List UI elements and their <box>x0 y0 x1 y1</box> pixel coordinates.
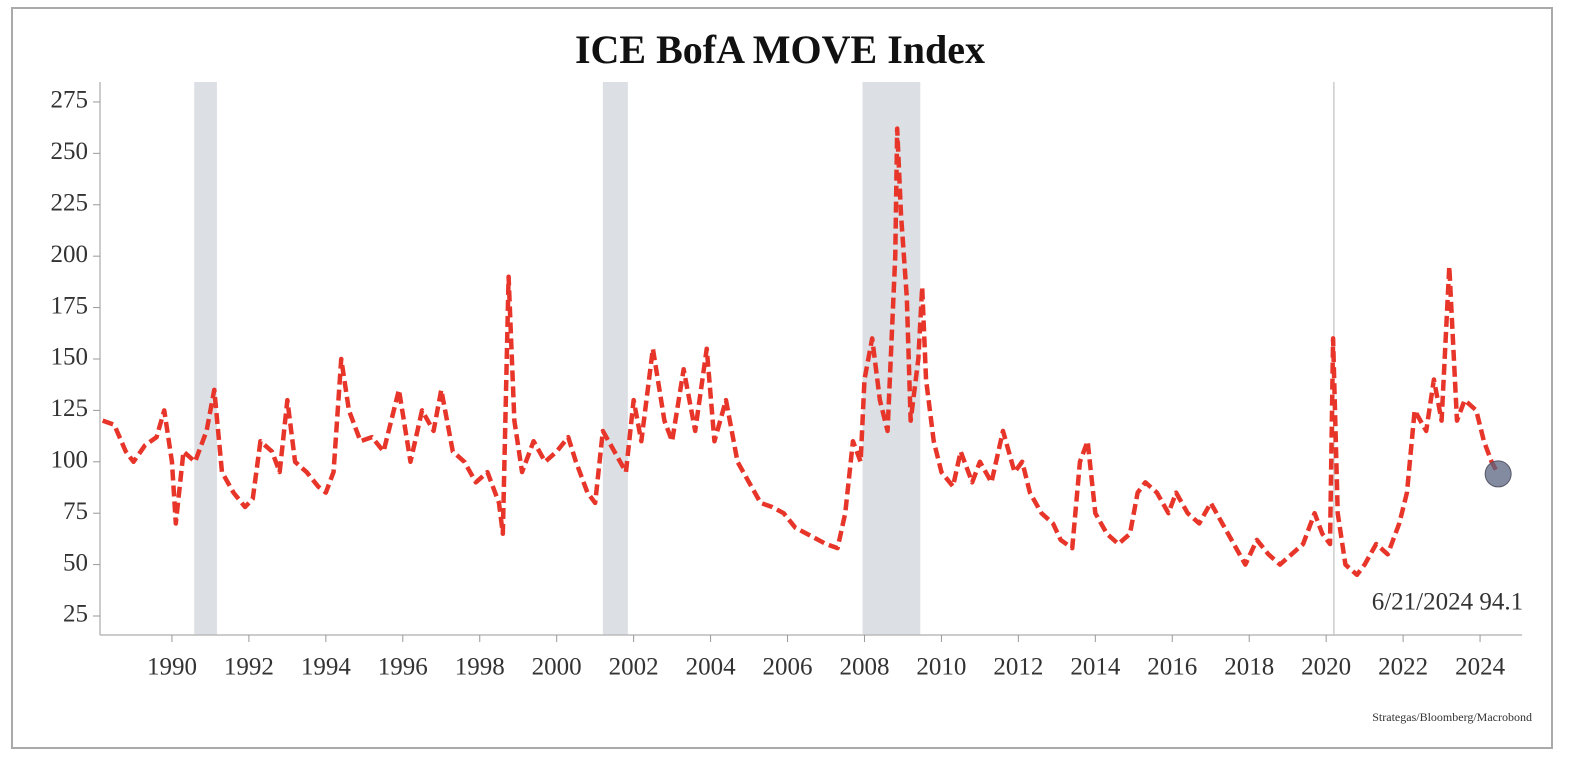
x-tick-label: 1992 <box>224 654 274 681</box>
x-tick-label: 2012 <box>993 654 1043 681</box>
y-tick-label: 175 <box>51 292 89 319</box>
x-tick-label: 2024 <box>1455 654 1506 681</box>
x-tick-label: 1994 <box>301 654 352 681</box>
x-tick-label: 1998 <box>455 654 505 681</box>
x-tick-label: 2020 <box>1301 654 1351 681</box>
x-tick-label: 2014 <box>1070 654 1121 681</box>
series-line <box>101 126 1501 578</box>
chart-title: ICE BofA MOVE Index <box>575 27 985 72</box>
x-tick-label: 2016 <box>1147 654 1197 681</box>
y-tick-label: 225 <box>51 189 89 216</box>
x-tick-label: 2010 <box>916 654 966 681</box>
recession-band <box>194 82 217 635</box>
x-tick-label: 2004 <box>686 654 737 681</box>
x-tick-label: 1990 <box>147 654 197 681</box>
last-point <box>1484 460 1512 488</box>
recession-band <box>602 82 628 635</box>
y-tick-label: 250 <box>51 138 89 165</box>
y-tick-label: 75 <box>63 498 88 525</box>
y-tick-label: 150 <box>51 344 89 371</box>
x-tick-label: 2002 <box>609 654 659 681</box>
source: Strategas/Bloomberg/Macrobond <box>1372 710 1532 724</box>
frame <box>11 7 1553 749</box>
y-tick-label: 25 <box>63 601 88 628</box>
x-tick-label: 2008 <box>839 654 889 681</box>
x-tick-label: 2022 <box>1378 654 1428 681</box>
y-tick-label: 125 <box>51 395 89 422</box>
y-tick-label: 275 <box>51 87 89 114</box>
y-tick-label: 200 <box>51 241 89 268</box>
y-tick-label: 50 <box>63 549 88 576</box>
recession-band <box>862 82 921 635</box>
x-tick-label: 2000 <box>532 654 582 681</box>
x-tick-label: 2006 <box>763 654 813 681</box>
x-tick-label: 2018 <box>1224 654 1274 681</box>
annotation: 6/21/2024 94.1 <box>1372 589 1523 616</box>
x-tick-label: 1996 <box>378 654 428 681</box>
y-tick-label: 100 <box>51 447 89 474</box>
